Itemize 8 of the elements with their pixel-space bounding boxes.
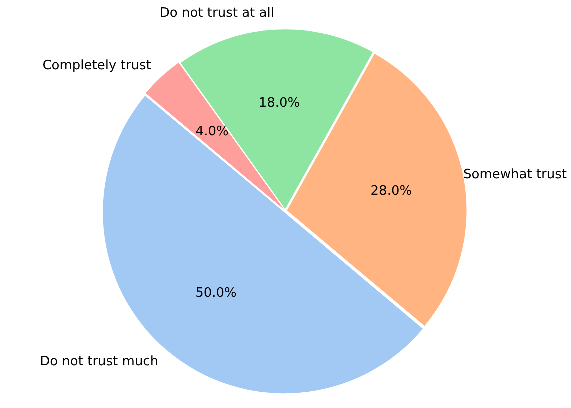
slice-label: Do not trust at all	[160, 6, 274, 22]
slice-label: Completely trust	[42, 58, 152, 74]
data-label: 4.0%	[196, 124, 229, 140]
data-label: 28.0%	[370, 184, 412, 199]
slice-label: Do not trust much	[40, 354, 159, 370]
slice-label: Somewhat trust	[464, 168, 568, 183]
data-label: 18.0%	[258, 96, 300, 111]
data-label: 50.0%	[196, 286, 237, 301]
